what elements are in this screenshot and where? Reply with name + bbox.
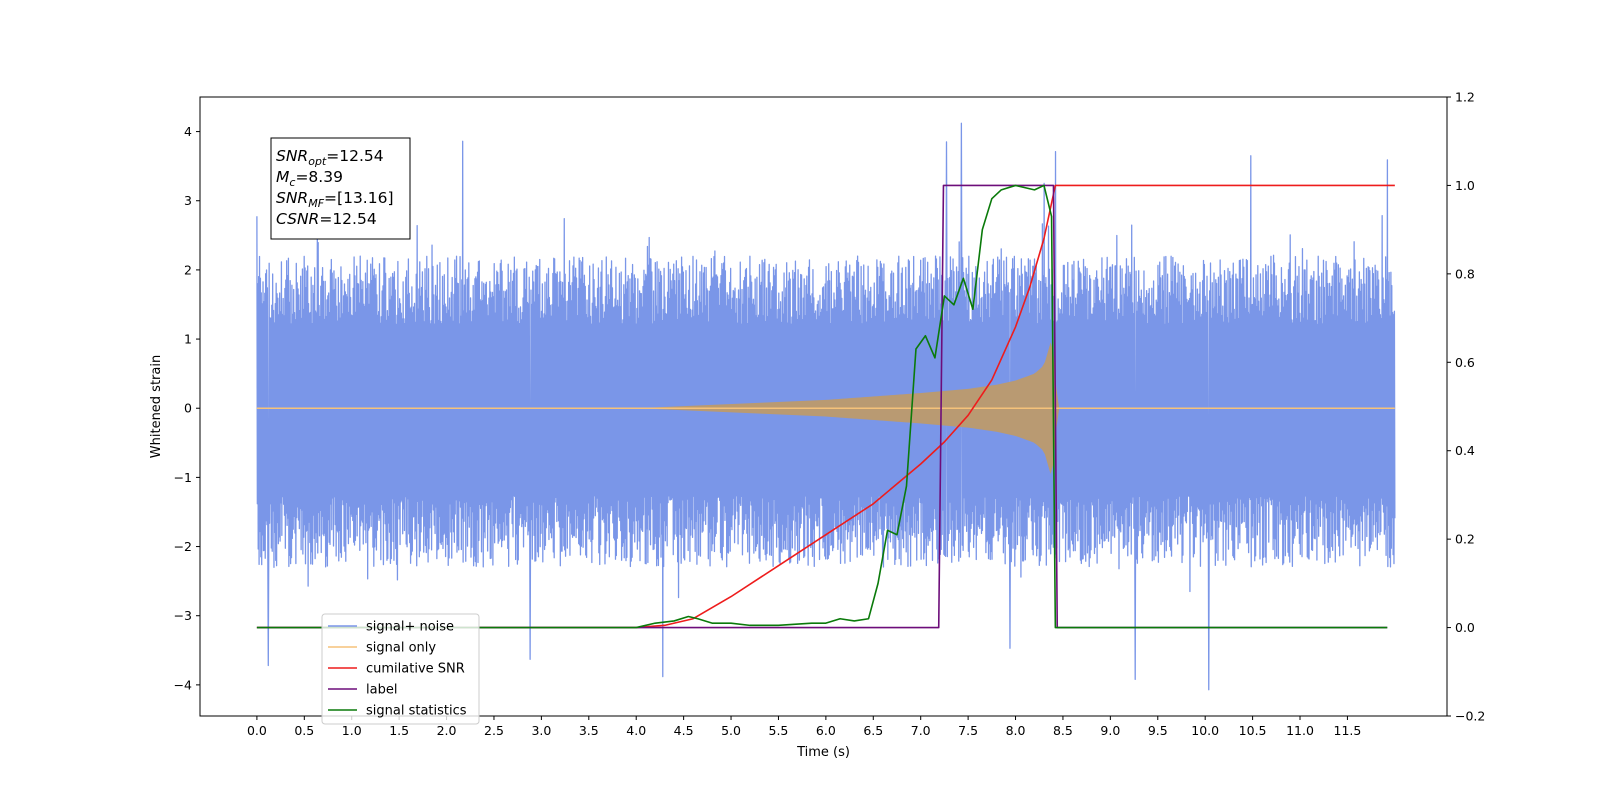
y-tick-label: −2 [174,539,192,554]
stats-symbol: CSNR [276,210,319,228]
x-tick-label: 3.0 [531,723,551,738]
y-tick-label: 1 [184,332,192,347]
y-axis-label: Whitened strain [149,355,164,458]
series-group [256,122,1396,691]
x-tick-label: 6.0 [816,723,836,738]
x-tick-label: 2.5 [484,723,504,738]
x-tick-label: 7.0 [911,723,931,738]
y-tick-label: 4 [184,124,192,139]
x-tick-label: 2.0 [437,723,457,738]
y-tick-label: −1 [174,470,192,485]
legend-label: signal only [366,641,436,656]
x-tick-label: 3.5 [579,723,599,738]
plot-area [256,122,1396,691]
y2-tick-label: 0.2 [1455,532,1475,547]
legend-label: signal+ noise [366,620,454,635]
x-tick-label: 11.0 [1286,723,1314,738]
x-tick-label: 9.0 [1100,723,1120,738]
y2-tick-label: 0.6 [1455,355,1475,370]
x-tick-label: 5.5 [769,723,789,738]
legend-label: cumilative SNR [366,662,465,677]
y-tick-label: −3 [174,608,192,623]
stats-symbol: M [276,168,289,186]
stats-line: SNRMF=[13.16] [276,189,394,210]
x-tick-label: 1.5 [389,723,409,738]
x-tick-label: 11.5 [1334,723,1362,738]
stats-symbol: SNR [276,189,308,207]
x-tick-label: 4.0 [626,723,646,738]
x-tick-label: 10.0 [1191,723,1219,738]
y-tick-label: 3 [184,193,192,208]
x-tick-label: 8.0 [1006,723,1026,738]
y2-tick-label: 0.8 [1455,266,1475,281]
y-tick-label: 2 [184,262,192,277]
legend: signal+ noise signal only cumilative SNR la… [321,613,480,725]
x-tick-label: 10.5 [1239,723,1267,738]
x-tick-label: 5.0 [721,723,741,738]
y2-tick-label: −0.2 [1455,709,1485,724]
x-tick-label: 7.5 [958,723,978,738]
stats-subscript: opt [308,155,327,168]
axes: 0.0 0.5 1.0 1.5 2.0 2.5 3.0 3.5 4.0 4.5 5.0 5.5 6.0 6… [174,90,1486,739]
legend-frame [321,613,480,725]
x-tick-label: 4.5 [674,723,694,738]
plot-frame [199,96,1448,717]
x-tick-label: 0.5 [294,723,314,738]
y2-tick-label: 0.4 [1455,443,1475,458]
x-tick-label: 1.0 [342,723,362,738]
stats-box-frame [270,137,411,240]
legend-label: label [366,683,397,698]
x-axis-label: Time (s) [796,745,850,760]
stats-value: =12.54 [319,210,376,228]
stats-box: SNRopt=12.54Mc=8.39SNRMF=[13.16]CSNR=12.… [270,137,411,240]
y2-tick-label: 1.0 [1455,178,1475,193]
series-cumilative-snr-line [256,184,1395,629]
stats-value: =12.54 [326,147,383,165]
y2-tick-label: 0.0 [1455,620,1475,635]
stats-subscript: c [289,176,295,189]
x-tick-label: 8.5 [1053,723,1073,738]
series-signal-statistics-line [256,184,1388,629]
x-tick-label: 9.5 [1148,723,1168,738]
x-tick-label: 0.0 [247,723,267,738]
y-tick-label: 0 [184,401,192,416]
legend-label: signal statistics [366,704,467,719]
stats-symbol: SNR [276,147,308,165]
stats-line: SNRopt=12.54 [276,147,384,168]
y-tick-label: −4 [174,677,192,692]
x-tick-label: 6.5 [863,723,883,738]
stats-value: =8.39 [295,168,343,186]
stats-line: CSNR=12.54 [276,210,377,228]
stats-value: =[13.16] [324,189,393,207]
stats-line: Mc=8.39 [276,168,343,189]
stats-subscript: MF [308,197,324,210]
y2-tick-label: 1.2 [1455,90,1475,105]
